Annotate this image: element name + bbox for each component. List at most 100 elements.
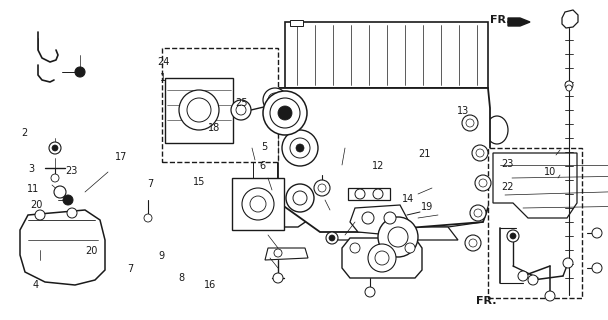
Text: 20: 20 xyxy=(30,200,43,210)
Circle shape xyxy=(263,88,287,112)
Text: 18: 18 xyxy=(208,123,220,133)
Circle shape xyxy=(470,205,486,221)
Polygon shape xyxy=(265,248,308,260)
Circle shape xyxy=(545,291,555,301)
FancyArrow shape xyxy=(508,18,530,26)
Text: 1: 1 xyxy=(160,73,166,84)
Text: 5: 5 xyxy=(261,141,268,152)
Bar xyxy=(232,178,284,230)
Circle shape xyxy=(592,228,602,238)
Polygon shape xyxy=(278,88,320,227)
Circle shape xyxy=(565,81,573,89)
Circle shape xyxy=(290,138,310,158)
Circle shape xyxy=(274,249,282,257)
Text: 13: 13 xyxy=(457,106,469,116)
Text: 6: 6 xyxy=(260,161,266,171)
Text: 7: 7 xyxy=(148,179,154,189)
Circle shape xyxy=(476,149,484,157)
Circle shape xyxy=(362,212,374,224)
Circle shape xyxy=(52,145,58,151)
Circle shape xyxy=(350,243,360,253)
Circle shape xyxy=(51,174,59,182)
Circle shape xyxy=(405,243,415,253)
Circle shape xyxy=(466,119,474,127)
Text: 2: 2 xyxy=(21,128,27,138)
Polygon shape xyxy=(320,212,458,240)
Circle shape xyxy=(365,287,375,297)
Circle shape xyxy=(250,196,266,212)
Circle shape xyxy=(368,244,396,272)
Circle shape xyxy=(144,214,152,222)
Circle shape xyxy=(388,227,408,247)
Polygon shape xyxy=(320,128,483,227)
Text: 14: 14 xyxy=(402,194,415,204)
Circle shape xyxy=(318,184,326,192)
Circle shape xyxy=(469,239,477,247)
Circle shape xyxy=(510,233,516,239)
Text: 12: 12 xyxy=(372,161,384,171)
Circle shape xyxy=(268,93,282,107)
Circle shape xyxy=(67,208,77,218)
Ellipse shape xyxy=(342,116,364,144)
Circle shape xyxy=(465,235,481,251)
Text: 19: 19 xyxy=(421,202,433,212)
Circle shape xyxy=(566,85,572,91)
Circle shape xyxy=(278,106,292,120)
Polygon shape xyxy=(348,188,390,200)
Text: FR.: FR. xyxy=(490,15,511,25)
Bar xyxy=(162,48,278,162)
Text: 21: 21 xyxy=(418,148,430,159)
Bar xyxy=(488,148,582,298)
Circle shape xyxy=(378,217,418,257)
Circle shape xyxy=(236,105,246,115)
Circle shape xyxy=(474,209,482,217)
Polygon shape xyxy=(342,238,422,278)
Text: 16: 16 xyxy=(204,280,216,290)
Circle shape xyxy=(242,188,274,220)
Circle shape xyxy=(507,230,519,242)
Circle shape xyxy=(326,232,338,244)
Text: 8: 8 xyxy=(178,273,184,284)
Circle shape xyxy=(472,145,488,161)
Circle shape xyxy=(263,91,307,135)
Text: 17: 17 xyxy=(116,152,128,162)
Ellipse shape xyxy=(486,116,508,144)
Text: 10: 10 xyxy=(544,167,556,177)
Circle shape xyxy=(273,273,283,283)
Circle shape xyxy=(286,184,314,212)
Text: 24: 24 xyxy=(157,57,169,68)
Polygon shape xyxy=(562,10,578,28)
Circle shape xyxy=(314,180,330,196)
Circle shape xyxy=(475,175,491,191)
Circle shape xyxy=(75,67,85,77)
Text: 25: 25 xyxy=(236,98,248,108)
Circle shape xyxy=(49,142,61,154)
Circle shape xyxy=(63,195,73,205)
Circle shape xyxy=(179,90,219,130)
Ellipse shape xyxy=(438,116,460,144)
Text: 3: 3 xyxy=(29,164,35,174)
Ellipse shape xyxy=(390,116,412,144)
Circle shape xyxy=(270,98,300,128)
Text: 4: 4 xyxy=(32,280,38,290)
Circle shape xyxy=(479,179,487,187)
Circle shape xyxy=(373,189,383,199)
Circle shape xyxy=(296,144,304,152)
Polygon shape xyxy=(493,153,577,218)
Circle shape xyxy=(375,251,389,265)
Bar xyxy=(165,78,233,143)
Circle shape xyxy=(462,115,478,131)
Polygon shape xyxy=(278,88,490,232)
Text: 20: 20 xyxy=(85,246,97,256)
Text: FR.: FR. xyxy=(476,296,497,306)
Circle shape xyxy=(282,130,318,166)
Circle shape xyxy=(35,210,45,220)
Circle shape xyxy=(293,191,307,205)
Text: 23: 23 xyxy=(66,166,78,176)
Circle shape xyxy=(355,189,365,199)
Polygon shape xyxy=(20,210,105,285)
Circle shape xyxy=(563,258,573,268)
Circle shape xyxy=(187,98,211,122)
Text: 23: 23 xyxy=(502,159,514,169)
Polygon shape xyxy=(290,20,303,26)
